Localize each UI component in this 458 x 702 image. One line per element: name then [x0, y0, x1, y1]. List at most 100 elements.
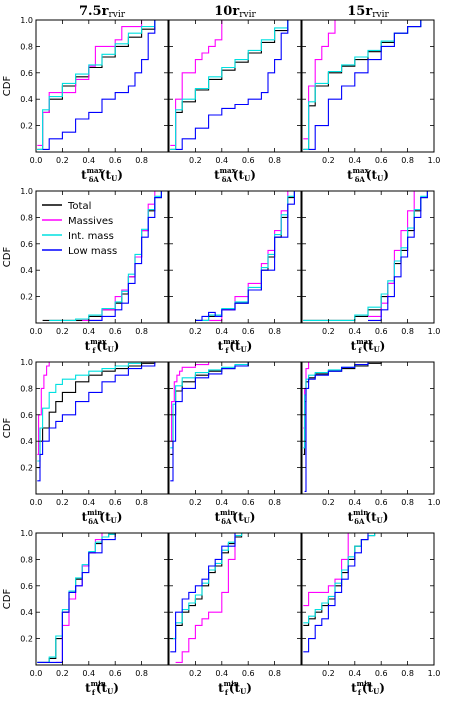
y-tick-label: 0.8	[20, 384, 33, 393]
x-axis-label-part: (t	[233, 168, 245, 182]
series-line-massives	[175, 533, 236, 663]
panel: 0.0 0.2 0.4 0.6 0.8 0.2 0.4 0.6 0.8 1.0 CDF tmax δA(…	[2, 16, 169, 184]
x-axis-label-part: )	[250, 168, 256, 182]
x-axis-label-part: )	[246, 681, 252, 695]
panel-frame	[35, 361, 169, 495]
column-title-main: 15r	[347, 4, 372, 19]
series-line-total	[303, 20, 422, 150]
x-tick-label: 0.8	[268, 498, 281, 507]
y-axis-label: CDF	[2, 247, 13, 268]
panel: 0.2 0.4 0.6 0.8 1.0 tmax f(tU)	[301, 190, 440, 355]
x-axis-label: tmax f(tU)	[218, 337, 253, 355]
y-tick-label: 1.0	[20, 16, 33, 25]
series-line-low-mass	[170, 533, 236, 653]
series-line-low-mass	[195, 191, 295, 321]
series-line-low-mass	[37, 533, 116, 663]
x-axis-label-part: U	[244, 516, 250, 525]
x-axis-label-part: δA	[221, 517, 232, 526]
x-tick-label: 0.8	[401, 498, 414, 507]
x-axis-label-part: (t	[229, 681, 241, 695]
series-line-int-mass	[170, 20, 289, 150]
x-axis-label-part: δA	[89, 175, 100, 184]
panel: 0.2 0.4 0.6 0.8 tmax δA(tU)	[168, 19, 302, 184]
x-axis-label-part: min	[220, 508, 235, 517]
panel-frame	[301, 361, 435, 495]
x-axis-label-part: t	[82, 510, 88, 524]
x-axis-label: tmin f(tU)	[218, 679, 252, 697]
x-axis-label-part: t	[351, 681, 357, 695]
x-tick-label: 0.6	[242, 669, 255, 678]
panel: 0.0 0.2 0.4 0.6 0.8 0.2 0.4 0.6 0.8 1.0 CDF tmax f(t…	[2, 187, 169, 355]
x-axis-label-part: min	[87, 508, 102, 517]
x-tick-label: 0.2	[322, 669, 335, 678]
x-axis-label-part: U	[374, 345, 380, 354]
x-axis-label-part: δA	[355, 175, 366, 184]
x-axis-label: tmax f(tU)	[351, 337, 386, 355]
y-tick-label: 0.2	[20, 293, 33, 302]
x-axis-label-part: f	[225, 346, 229, 355]
column-title-sub: rvir	[108, 10, 125, 20]
x-tick-label: 0.8	[135, 327, 148, 336]
series-line-massives	[37, 19, 149, 146]
x-axis-label-part: t	[81, 168, 87, 182]
x-axis-label-part: min	[91, 679, 106, 688]
column-title: 15rrvir	[347, 4, 389, 20]
x-axis-label-part: δA	[222, 175, 233, 184]
x-axis-label: tmin δA(tU)	[215, 508, 256, 526]
series-line-low-mass	[170, 362, 249, 482]
x-axis-label-part: (t	[362, 339, 374, 353]
x-tick-label: 0.6	[375, 669, 388, 678]
x-tick-label: 0.4	[348, 498, 361, 507]
x-tick-label: 0.6	[375, 156, 388, 165]
y-axis-label: CDF	[2, 76, 13, 97]
x-axis-label: tmin δA(tU)	[348, 508, 389, 526]
x-tick-label: 1.0	[428, 669, 441, 678]
x-axis-label-part: δA	[88, 517, 99, 526]
panel-frame	[35, 190, 169, 324]
series-line-int-mass	[170, 362, 249, 449]
x-axis-label-part: f	[225, 688, 229, 697]
series-line-massives	[303, 533, 349, 607]
series-line-low-mass	[175, 20, 289, 150]
series-line-total	[170, 362, 249, 455]
series-line-massives	[303, 19, 342, 140]
y-tick-label: 1.0	[20, 358, 33, 367]
x-axis-label-part: )	[380, 339, 386, 353]
column-title-main: 7.5r	[79, 4, 109, 19]
y-tick-label: 0.4	[20, 608, 33, 617]
x-axis-label-part: )	[379, 681, 385, 695]
panel-frame	[301, 532, 435, 666]
x-axis-label-part: t	[215, 510, 221, 524]
x-tick-label: 0.8	[268, 669, 281, 678]
x-axis-label-part: f	[358, 346, 362, 355]
column-title: 10rrvir	[214, 4, 256, 20]
x-tick-label: 0.0	[30, 327, 43, 336]
x-axis-label-part: t	[348, 510, 354, 524]
x-tick-label: 0.2	[56, 327, 69, 336]
x-axis-label-part: f	[92, 346, 96, 355]
x-axis-label-part: )	[113, 681, 119, 695]
panel-frame	[168, 19, 302, 153]
x-axis-label-part: t	[351, 339, 357, 353]
x-tick-label: 0.0	[30, 669, 43, 678]
x-axis-label-part: (t	[229, 339, 241, 353]
x-axis-label-part: U	[107, 687, 113, 696]
x-tick-label: 0.4	[82, 498, 95, 507]
series-line-int-mass	[303, 20, 422, 150]
y-tick-label: 1.0	[20, 187, 33, 196]
legend-label: Low mass	[68, 246, 117, 257]
y-tick-label: 0.2	[20, 464, 33, 473]
y-tick-label: 0.4	[20, 266, 33, 275]
panel: 0.2 0.4 0.6 0.8 tmin f(tU)	[168, 532, 302, 697]
series-line-low-mass	[42, 20, 156, 150]
x-tick-label: 0.6	[242, 156, 255, 165]
x-tick-label: 0.0	[30, 498, 43, 507]
x-tick-label: 0.8	[401, 327, 414, 336]
series-line-low-mass	[368, 191, 428, 321]
x-axis-label-part: )	[247, 339, 253, 353]
x-tick-label: 1.0	[428, 498, 441, 507]
x-tick-label: 0.6	[242, 498, 255, 507]
column-titles: 7.5rrvir 10rrvir 15rrvir	[79, 4, 389, 20]
